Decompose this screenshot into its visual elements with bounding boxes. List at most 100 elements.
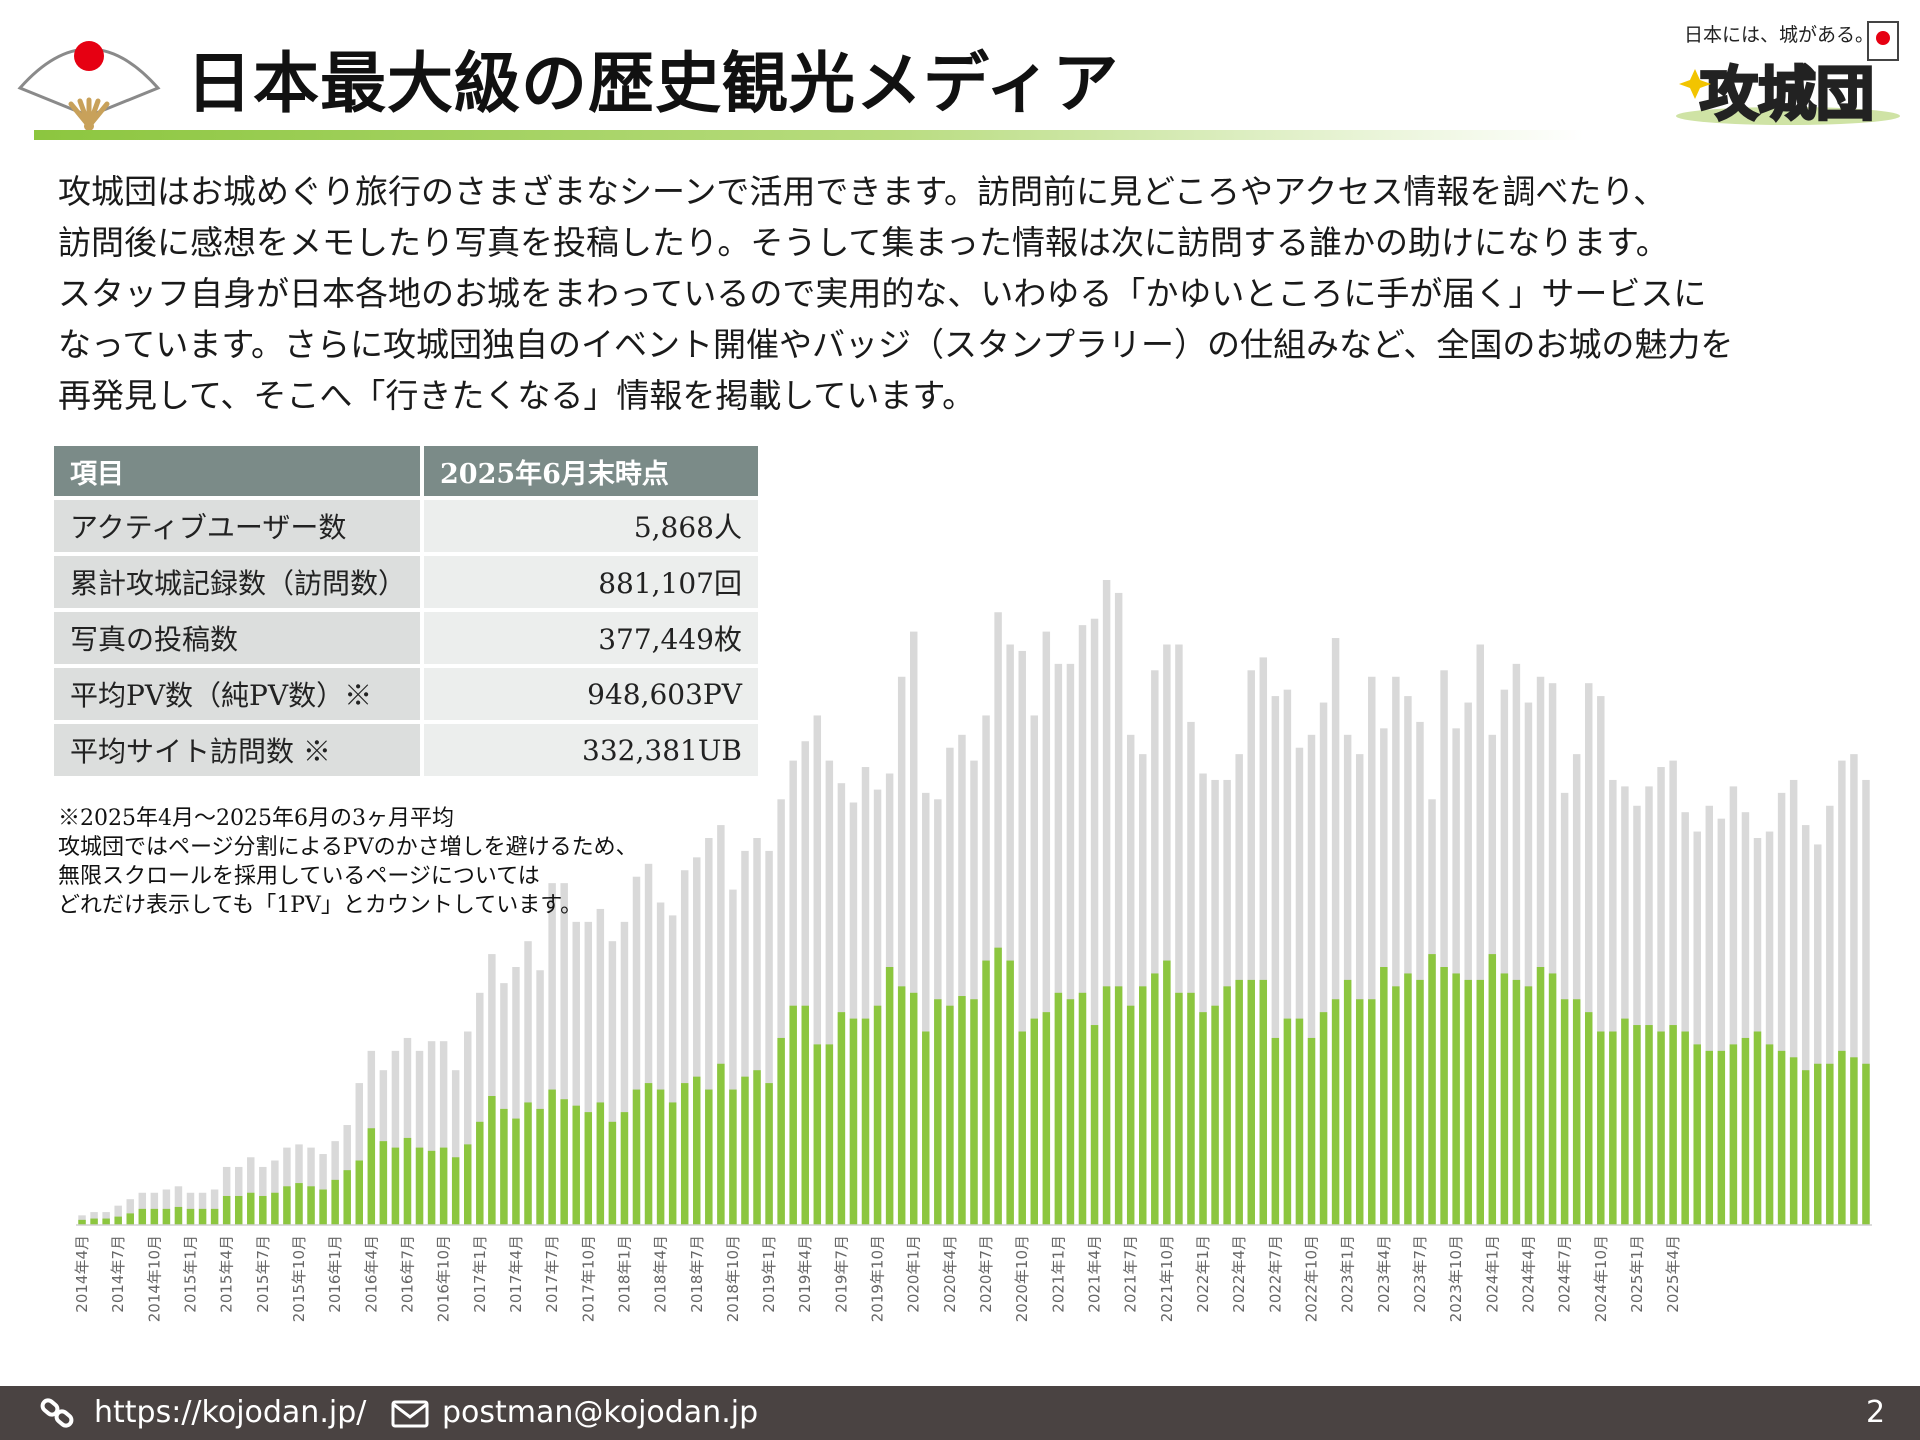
bar-pv — [1693, 831, 1701, 1225]
header: 日本最大級の歴史観光メディア 日本には、城がある。 攻城団 — [0, 0, 1920, 150]
bar-visits — [1271, 1037, 1280, 1225]
x-tick-label: 2019年10月 — [869, 1235, 887, 1322]
bar-pv — [476, 992, 484, 1225]
bar-pv — [1416, 721, 1424, 1225]
bar-pv — [1621, 786, 1629, 1225]
bar-visits — [1705, 1050, 1714, 1225]
bar-pv — [1151, 670, 1159, 1225]
bar-visits — [295, 1183, 303, 1226]
bar-pv — [548, 883, 556, 1225]
x-tick-label: 2024年4月 — [1520, 1235, 1538, 1313]
bar-visits — [1018, 1031, 1026, 1225]
bar-visits — [1211, 1005, 1219, 1225]
bar-pv — [126, 1199, 134, 1225]
x-tick-label: 2023年4月 — [1375, 1235, 1393, 1313]
bar-pv — [1464, 702, 1472, 1225]
x-tick-label: 2014年4月 — [73, 1235, 91, 1313]
bar-visits — [1343, 979, 1352, 1225]
bar-pv — [680, 870, 689, 1225]
bar-visits — [1548, 973, 1557, 1225]
bar-visits — [1621, 1018, 1629, 1225]
bar-pv — [415, 1050, 424, 1225]
bar-pv — [1597, 696, 1605, 1225]
x-tick-label: 2014年10月 — [145, 1235, 163, 1322]
bar-pv — [1524, 702, 1533, 1225]
bar-pv — [138, 1192, 147, 1225]
x-tick-label: 2017年7月 — [543, 1235, 561, 1313]
bar-pv — [162, 1189, 171, 1225]
bar-visits — [1488, 954, 1497, 1225]
stats-header-row: 項目 2025年6月末時点 — [54, 446, 758, 496]
bar-pv — [560, 883, 568, 1225]
bar-pv — [1645, 786, 1653, 1225]
bar-visits — [1151, 973, 1159, 1225]
bar-pv — [849, 802, 858, 1225]
x-tick-label: 2025年1月 — [1628, 1235, 1646, 1313]
x-tick-label: 2016年10月 — [435, 1235, 453, 1322]
bar-visits — [1416, 979, 1424, 1225]
x-tick-label: 2024年1月 — [1483, 1235, 1501, 1313]
bar-visits — [439, 1147, 448, 1225]
bar-pv — [1789, 779, 1798, 1225]
bar-visits — [1054, 992, 1063, 1225]
bar-visits — [1090, 1025, 1099, 1225]
bar-visits — [1223, 986, 1231, 1225]
bar-visits — [1006, 960, 1014, 1225]
footer-url[interactable]: https://kojodan.jp/ — [94, 1395, 367, 1430]
bar-pv — [536, 970, 544, 1226]
bar-pv — [801, 741, 809, 1225]
footer-email[interactable]: postman@kojodan.jp — [442, 1395, 759, 1430]
bar-visits — [813, 1044, 822, 1225]
bar-pv — [813, 715, 822, 1225]
bar-pv — [1440, 670, 1448, 1225]
stat-label: 平均PV数（純PV数）※ — [54, 668, 424, 720]
table-row: 累計攻城記録数（訪問数） 881,107回 — [54, 556, 758, 608]
bar-visits — [1536, 967, 1545, 1225]
bar-visits — [222, 1195, 231, 1225]
bar-visits — [1669, 1025, 1677, 1225]
stats-header-item: 項目 — [54, 446, 424, 496]
bar-visits — [1259, 979, 1268, 1225]
bar-pv — [1814, 844, 1822, 1225]
x-tick-label: 2025年4月 — [1664, 1235, 1682, 1313]
bar-pv — [247, 1157, 255, 1225]
bar-visits — [90, 1218, 98, 1225]
x-tick-label: 2022年1月 — [1194, 1235, 1212, 1313]
bar-pv — [174, 1186, 183, 1225]
bar-visits — [150, 1208, 159, 1226]
bar-visits — [934, 999, 942, 1225]
bar-pv — [1355, 754, 1364, 1225]
bar-visits — [1078, 992, 1087, 1225]
bar-pv — [1476, 644, 1484, 1225]
bar-visits — [198, 1208, 207, 1226]
table-row: 平均PV数（純PV数）※ 948,603PV — [54, 668, 758, 720]
bar-visits — [1030, 1018, 1038, 1225]
bar-visits — [849, 1018, 858, 1225]
bar-visits — [825, 1044, 834, 1225]
bar-visits — [1139, 986, 1147, 1225]
x-tick-label: 2018年1月 — [615, 1235, 633, 1313]
bar-pv — [1669, 760, 1677, 1225]
bar-pv — [994, 612, 1002, 1225]
bar-pv — [789, 760, 797, 1225]
bar-visits — [138, 1208, 147, 1226]
bar-visits — [1355, 999, 1364, 1225]
bar-visits — [1693, 1044, 1701, 1225]
bar-visits — [729, 1089, 737, 1225]
x-tick-label: 2020年4月 — [941, 1235, 959, 1313]
bar-visits — [451, 1157, 460, 1225]
bar-pv — [464, 1031, 472, 1225]
monthly-bar-chart: 2014年4月 2014年7月 2014年10月 2015年1月 2015年4月 2015… — [73, 580, 1872, 1322]
bar-pv — [1090, 618, 1099, 1225]
footer-bar: https://kojodan.jp/ postman@kojodan.jp 2 — [0, 1386, 1920, 1440]
bar-pv — [1777, 792, 1786, 1225]
bar-visits — [1633, 1025, 1641, 1225]
x-tick-label: 2021年1月 — [1049, 1235, 1067, 1313]
footnote-line: 攻城団ではページ分割によるPVのかさ増しを避けるため、 — [58, 835, 638, 860]
bar-pv — [1006, 644, 1014, 1225]
bar-visits — [1247, 979, 1255, 1225]
stats-table: 項目 2025年6月末時点 アクティブユーザー数 5,868人 累計攻城記録数（… — [54, 442, 758, 780]
kojodan-logo[interactable]: 日本には、城がある。 攻城団 — [1672, 14, 1902, 132]
bar-pv — [1175, 644, 1183, 1225]
stat-label: アクティブユーザー数 — [54, 500, 424, 552]
